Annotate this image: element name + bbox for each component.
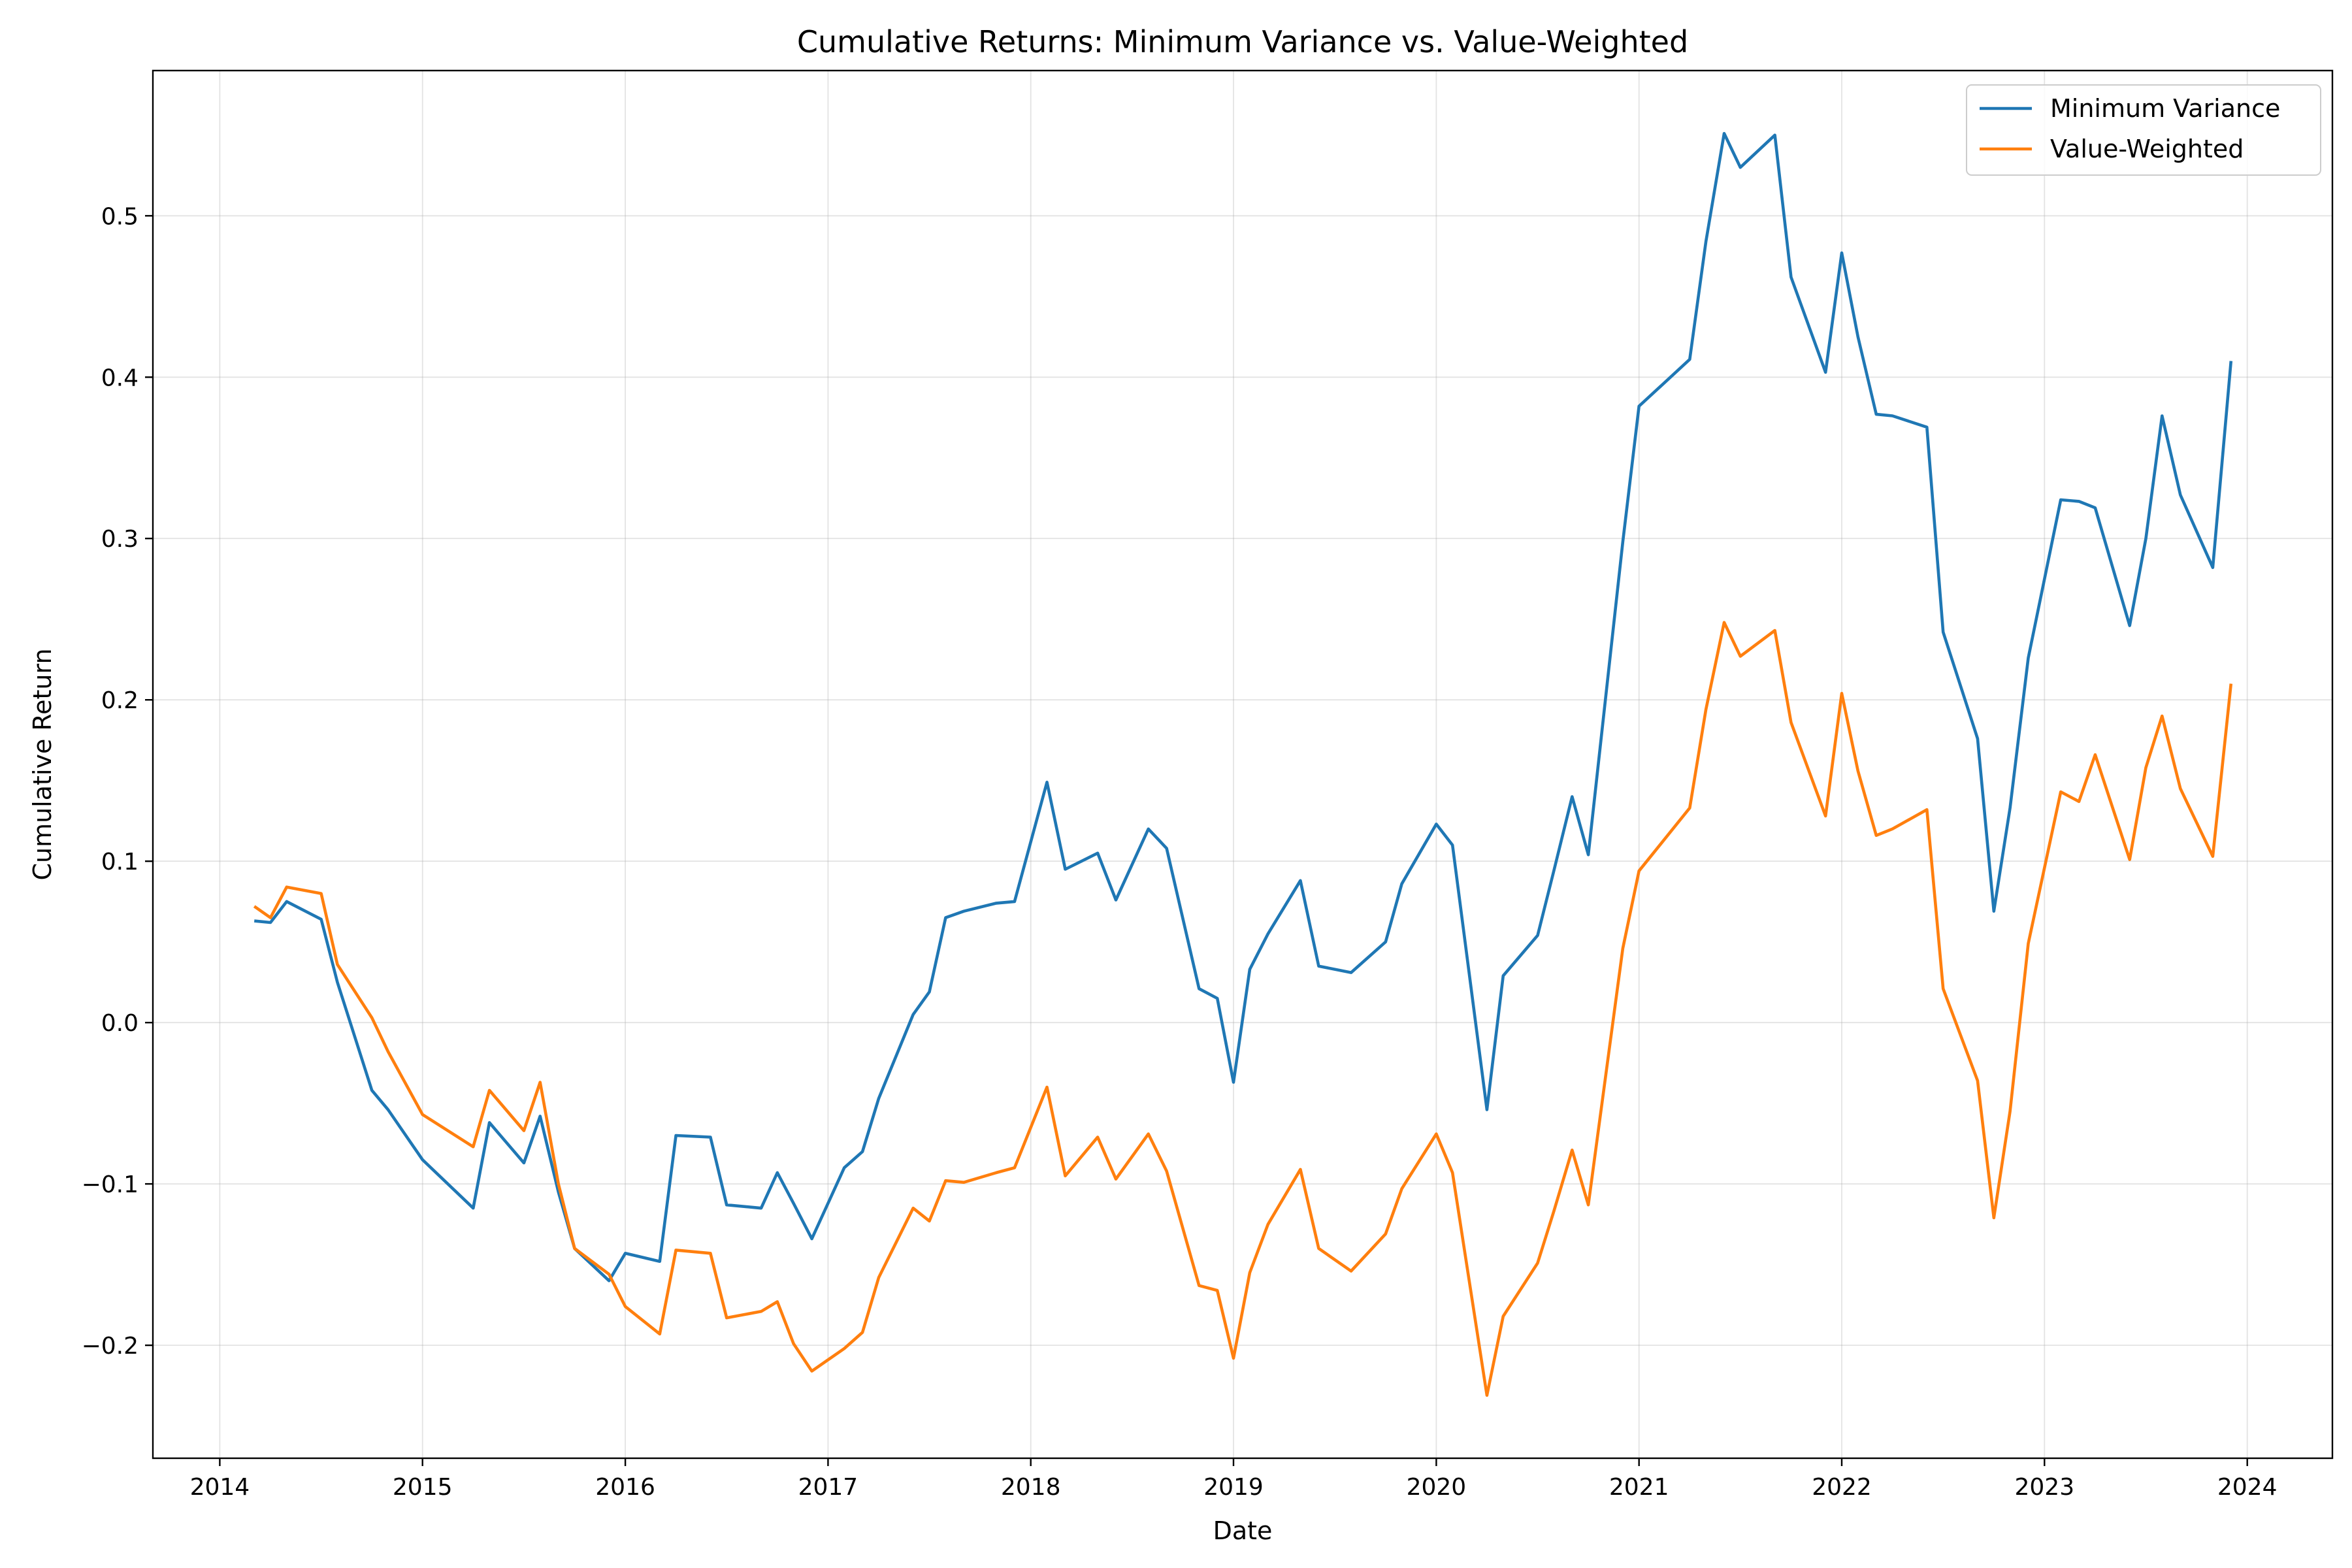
y-tick-label: 0.1 [101, 849, 139, 875]
x-tick-label: 2021 [1609, 1474, 1669, 1501]
y-tick-label: 0.0 [101, 1010, 139, 1037]
series-line-value-weighted [253, 621, 2233, 1397]
y-tick-label: 0.5 [101, 203, 139, 230]
y-axis-ticks: −0.2 −0.1 0.0 0.1 0.2 0.3 0.4 0.5 [82, 203, 153, 1360]
chart-title: Cumulative Returns: Minimum Variance vs.… [797, 24, 1688, 59]
x-tick-label: 2024 [2217, 1474, 2278, 1501]
y-axis-label: Cumulative Return [28, 648, 57, 880]
x-axis-ticks: 2014 2015 2016 2017 2018 2019 2020 2021 2022 2023… [190, 1458, 2278, 1501]
x-tick-label: 2014 [190, 1474, 250, 1501]
x-tick-label: 2017 [798, 1474, 858, 1501]
legend: Minimum Variance Value-Weighted [1966, 84, 2321, 176]
x-tick-label: 2016 [595, 1474, 655, 1501]
x-tick-label: 2023 [2014, 1474, 2074, 1501]
x-tick-label: 2019 [1203, 1474, 1264, 1501]
x-axis-label: Date [1213, 1516, 1273, 1545]
plot-area-frame [152, 69, 2334, 1460]
y-tick-label: 0.4 [101, 365, 139, 391]
y-tick-label: 0.2 [101, 687, 139, 714]
y-tick-label: −0.2 [82, 1333, 139, 1360]
legend-box [1966, 84, 2321, 176]
x-tick-label: 2018 [1001, 1474, 1061, 1501]
series-lines [253, 132, 2233, 1397]
legend-label-value-weighted: Value-Weighted [2050, 135, 2244, 163]
x-tick-label: 2015 [393, 1474, 453, 1501]
x-tick-label: 2020 [1407, 1474, 1467, 1501]
series-line-minimum-variance [253, 132, 2233, 1282]
x-tick-label: 2022 [1812, 1474, 1872, 1501]
legend-label-minimum-variance: Minimum Variance [2050, 94, 2280, 123]
y-tick-label: −0.1 [82, 1171, 139, 1198]
y-tick-label: 0.3 [101, 526, 139, 553]
